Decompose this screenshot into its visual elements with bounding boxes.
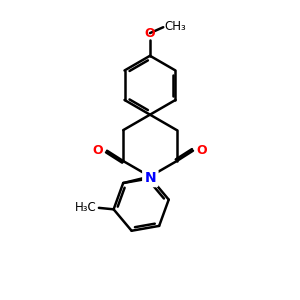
Text: O: O — [196, 144, 207, 157]
Text: H₃C: H₃C — [75, 201, 97, 214]
Text: CH₃: CH₃ — [165, 20, 187, 33]
Text: O: O — [145, 27, 155, 40]
Text: O: O — [93, 144, 104, 157]
Text: N: N — [145, 171, 157, 185]
Text: N: N — [144, 169, 156, 184]
